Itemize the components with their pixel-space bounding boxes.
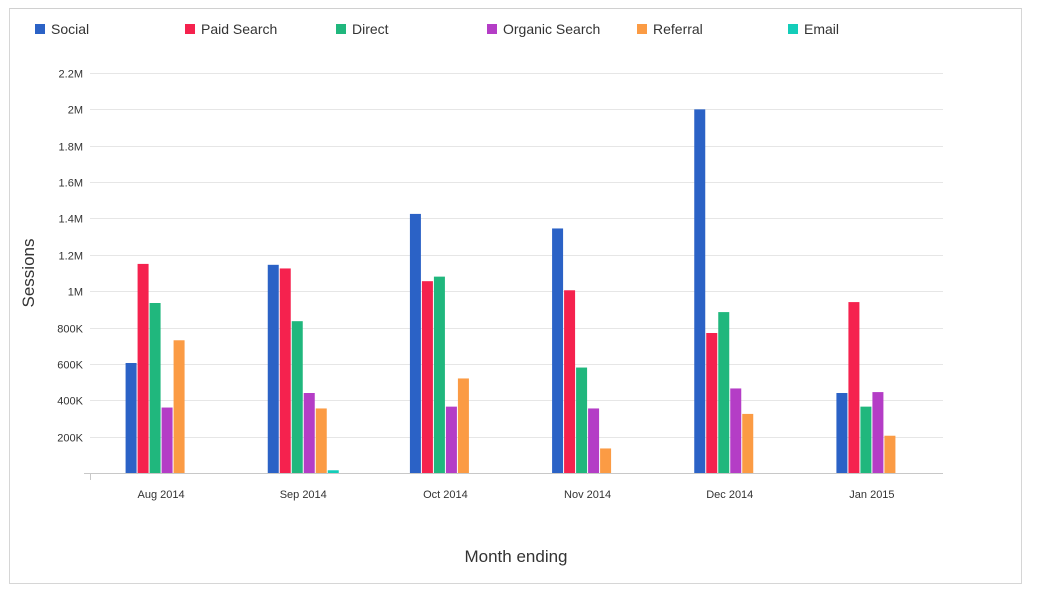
legend-swatch: [336, 24, 346, 34]
bar-referral[interactable]: [315, 408, 327, 473]
y-tick-label: 1.8M: [59, 142, 83, 154]
bar-direct[interactable]: [718, 312, 730, 473]
bar-paid-search[interactable]: [848, 302, 860, 473]
y-tick-label: 1.6M: [59, 178, 83, 190]
bar-organic-search[interactable]: [303, 393, 315, 473]
y-tick-label: 400K: [57, 396, 83, 408]
legend-label: Organic Search: [503, 21, 601, 37]
bar-social[interactable]: [836, 393, 848, 473]
x-tick-label: Nov 2014: [564, 489, 611, 501]
legend-item-organic-search[interactable]: Organic Search: [487, 20, 600, 38]
legend-label: Social: [51, 21, 90, 37]
bar-social[interactable]: [125, 363, 137, 473]
bar-direct[interactable]: [576, 367, 588, 473]
legend-item-email[interactable]: Email: [788, 20, 839, 38]
bar-referral[interactable]: [457, 378, 469, 473]
bar-paid-search[interactable]: [279, 268, 291, 473]
bar-social[interactable]: [694, 109, 706, 473]
legend-swatch: [637, 24, 647, 34]
y-tick-label: 2.2M: [59, 69, 83, 81]
legend-label: Paid Search: [201, 21, 278, 37]
bar-direct[interactable]: [433, 276, 445, 473]
legend-swatch: [35, 24, 45, 34]
y-tick-label: 200K: [57, 433, 83, 445]
legend-item-paid-search[interactable]: Paid Search: [185, 20, 277, 38]
legend-label: Referral: [653, 21, 703, 37]
bar-paid-search[interactable]: [564, 290, 576, 473]
bar-referral[interactable]: [742, 413, 754, 473]
legend-swatch: [487, 24, 497, 34]
bar-organic-search[interactable]: [161, 407, 173, 473]
chart-legend: Social Paid Search Direct Organic Search Ref…: [35, 20, 1015, 40]
y-tick-label: 1M: [68, 287, 83, 299]
legend-label: Direct: [352, 21, 389, 37]
x-axis-title: Month ending: [464, 547, 567, 566]
bar-direct[interactable]: [291, 321, 303, 473]
y-tick-label: 800K: [57, 324, 83, 336]
x-tick-label: Jan 2015: [849, 489, 894, 501]
y-axis-title: Sessions: [19, 239, 38, 308]
bar-paid-search[interactable]: [137, 263, 149, 473]
legend-swatch: [788, 24, 798, 34]
bar-organic-search[interactable]: [872, 392, 884, 473]
bar-referral[interactable]: [884, 435, 896, 473]
legend-swatch: [185, 24, 195, 34]
bar-social[interactable]: [409, 213, 421, 473]
bar-paid-search[interactable]: [706, 333, 718, 473]
x-tick-label: Sep 2014: [280, 489, 327, 501]
bar-referral[interactable]: [600, 448, 612, 473]
legend-item-social[interactable]: Social: [35, 20, 89, 38]
y-tick-label: 1.2M: [59, 251, 83, 263]
bar-organic-search[interactable]: [730, 388, 742, 473]
bar-paid-search[interactable]: [421, 281, 433, 473]
x-tick-label: Dec 2014: [706, 489, 753, 501]
bar-organic-search[interactable]: [588, 408, 600, 473]
bar-direct[interactable]: [860, 406, 872, 473]
legend-item-referral[interactable]: Referral: [637, 20, 703, 38]
legend-item-direct[interactable]: Direct: [336, 20, 389, 38]
x-tick-label: Oct 2014: [423, 489, 468, 501]
y-tick-label: 1.4M: [59, 214, 83, 226]
bar-social[interactable]: [267, 264, 279, 473]
bar-referral[interactable]: [173, 340, 185, 473]
bar-social[interactable]: [552, 228, 564, 473]
chart-panel: [9, 8, 1022, 584]
bar-organic-search[interactable]: [445, 406, 457, 473]
y-tick-label: 600K: [57, 360, 83, 372]
y-tick-label: 2M: [68, 105, 83, 117]
bar-direct[interactable]: [149, 303, 161, 473]
bar-email[interactable]: [327, 470, 339, 473]
x-tick-label: Aug 2014: [138, 489, 185, 501]
legend-label: Email: [804, 21, 840, 37]
